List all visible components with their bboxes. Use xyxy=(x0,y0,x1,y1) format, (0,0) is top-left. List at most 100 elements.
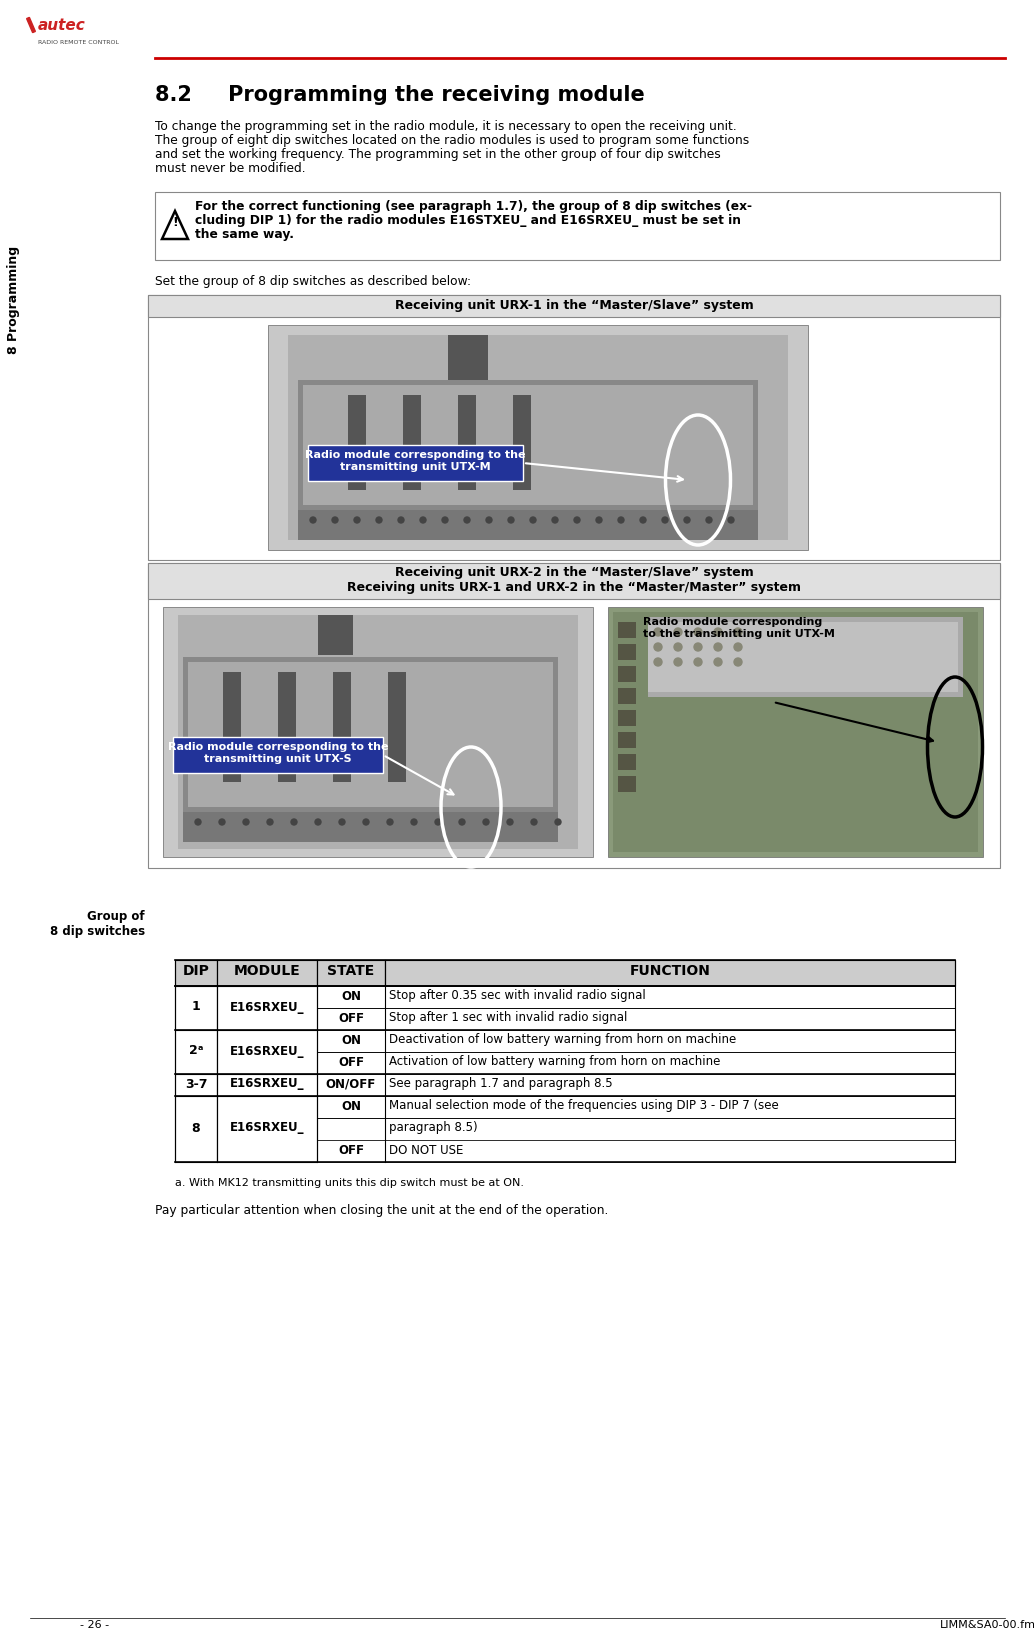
Circle shape xyxy=(674,658,682,666)
Circle shape xyxy=(219,820,225,825)
Bar xyxy=(175,1096,217,1162)
Circle shape xyxy=(694,658,702,666)
Bar xyxy=(385,1117,955,1140)
Bar xyxy=(217,1073,317,1096)
Text: paragraph 8.5): paragraph 8.5) xyxy=(389,1122,478,1134)
Bar xyxy=(217,1008,317,1031)
Circle shape xyxy=(310,517,316,524)
Bar xyxy=(648,617,963,697)
Bar xyxy=(148,294,1000,317)
Text: and set the working frequency. The programming set in the other group of four di: and set the working frequency. The progr… xyxy=(155,147,721,160)
Circle shape xyxy=(728,517,734,524)
Bar xyxy=(388,672,406,782)
Text: 8.2     Programming the receiving module: 8.2 Programming the receiving module xyxy=(155,85,645,105)
Circle shape xyxy=(410,820,417,825)
Circle shape xyxy=(714,628,722,636)
Circle shape xyxy=(387,820,393,825)
Text: See paragraph 1.7 and paragraph 8.5: See paragraph 1.7 and paragraph 8.5 xyxy=(389,1078,612,1091)
Circle shape xyxy=(332,517,338,524)
Circle shape xyxy=(640,517,646,524)
Bar xyxy=(308,445,523,481)
Bar xyxy=(183,658,558,811)
Text: DIP: DIP xyxy=(183,964,210,978)
Bar xyxy=(217,1117,317,1140)
Text: Receiving unit URX-2 in the “Master/Slave” system: Receiving unit URX-2 in the “Master/Slav… xyxy=(395,566,754,579)
Bar xyxy=(385,960,955,987)
Circle shape xyxy=(483,820,489,825)
Text: 8 Programming: 8 Programming xyxy=(7,245,21,353)
Circle shape xyxy=(435,820,440,825)
Bar xyxy=(608,607,983,857)
Circle shape xyxy=(618,517,624,524)
Bar xyxy=(175,1073,217,1096)
Bar xyxy=(148,563,1000,869)
Bar xyxy=(217,960,317,987)
Bar xyxy=(513,394,531,491)
Bar xyxy=(333,672,351,782)
Bar xyxy=(288,335,788,540)
Text: OFF: OFF xyxy=(338,1144,364,1157)
Bar xyxy=(385,1052,955,1073)
Text: Radio module corresponding
to the transmitting unit UTX-M: Radio module corresponding to the transm… xyxy=(643,617,834,638)
Bar xyxy=(217,1031,317,1073)
Text: 1: 1 xyxy=(191,1001,201,1013)
Circle shape xyxy=(530,517,536,524)
Bar xyxy=(618,731,636,748)
Bar xyxy=(317,1096,385,1117)
Circle shape xyxy=(552,517,558,524)
Circle shape xyxy=(459,820,465,825)
Bar xyxy=(188,663,553,807)
Text: STATE: STATE xyxy=(328,964,374,978)
Circle shape xyxy=(694,628,702,636)
Circle shape xyxy=(714,643,722,651)
Bar xyxy=(348,394,366,491)
Bar xyxy=(618,645,636,659)
Bar xyxy=(175,1140,217,1162)
Bar xyxy=(278,672,296,782)
Text: Radio module corresponding to the
transmitting unit UTX-S: Radio module corresponding to the transm… xyxy=(168,743,388,764)
Text: Receiving unit URX-1 in the “Master/Slave” system: Receiving unit URX-1 in the “Master/Slav… xyxy=(395,299,754,312)
Text: Activation of low battery warning from horn on machine: Activation of low battery warning from h… xyxy=(389,1055,721,1068)
Bar xyxy=(148,294,1000,560)
Bar xyxy=(217,1140,317,1162)
Bar xyxy=(217,1096,317,1117)
Text: Group of
8 dip switches: Group of 8 dip switches xyxy=(50,910,145,937)
Bar xyxy=(163,607,594,857)
FancyArrow shape xyxy=(27,18,35,33)
Bar xyxy=(175,1073,217,1096)
Bar xyxy=(217,987,317,1031)
Bar xyxy=(217,1031,317,1052)
Text: E16SRXEU_: E16SRXEU_ xyxy=(230,1122,304,1134)
Text: !: ! xyxy=(172,216,178,229)
Bar xyxy=(183,811,558,843)
Text: 8: 8 xyxy=(191,1122,201,1134)
Circle shape xyxy=(354,517,360,524)
Bar xyxy=(618,689,636,703)
Text: E16SRXEU_: E16SRXEU_ xyxy=(230,1078,304,1091)
Circle shape xyxy=(674,643,682,651)
Circle shape xyxy=(376,517,382,524)
Text: DO NOT USE: DO NOT USE xyxy=(389,1144,463,1157)
Bar xyxy=(317,1008,385,1031)
Bar xyxy=(217,1096,317,1162)
Bar xyxy=(317,960,385,987)
Bar xyxy=(175,1031,217,1073)
Bar xyxy=(618,754,636,771)
Bar xyxy=(618,775,636,792)
Text: MODULE: MODULE xyxy=(234,964,300,978)
Text: LIMM&SA0-00.fm: LIMM&SA0-00.fm xyxy=(940,1620,1034,1629)
Text: Pay particular attention when closing the unit at the end of the operation.: Pay particular attention when closing th… xyxy=(155,1204,608,1217)
Circle shape xyxy=(339,820,345,825)
Bar xyxy=(385,1008,955,1031)
Bar xyxy=(155,191,1000,260)
Text: Deactivation of low battery warning from horn on machine: Deactivation of low battery warning from… xyxy=(389,1034,736,1047)
Bar xyxy=(385,1073,955,1096)
Bar xyxy=(148,563,1000,599)
Text: - 26 -: - 26 - xyxy=(80,1620,110,1629)
Circle shape xyxy=(674,628,682,636)
Circle shape xyxy=(464,517,470,524)
Bar xyxy=(385,1140,955,1162)
Circle shape xyxy=(291,820,297,825)
Bar xyxy=(268,326,808,550)
Text: the same way.: the same way. xyxy=(195,227,294,240)
